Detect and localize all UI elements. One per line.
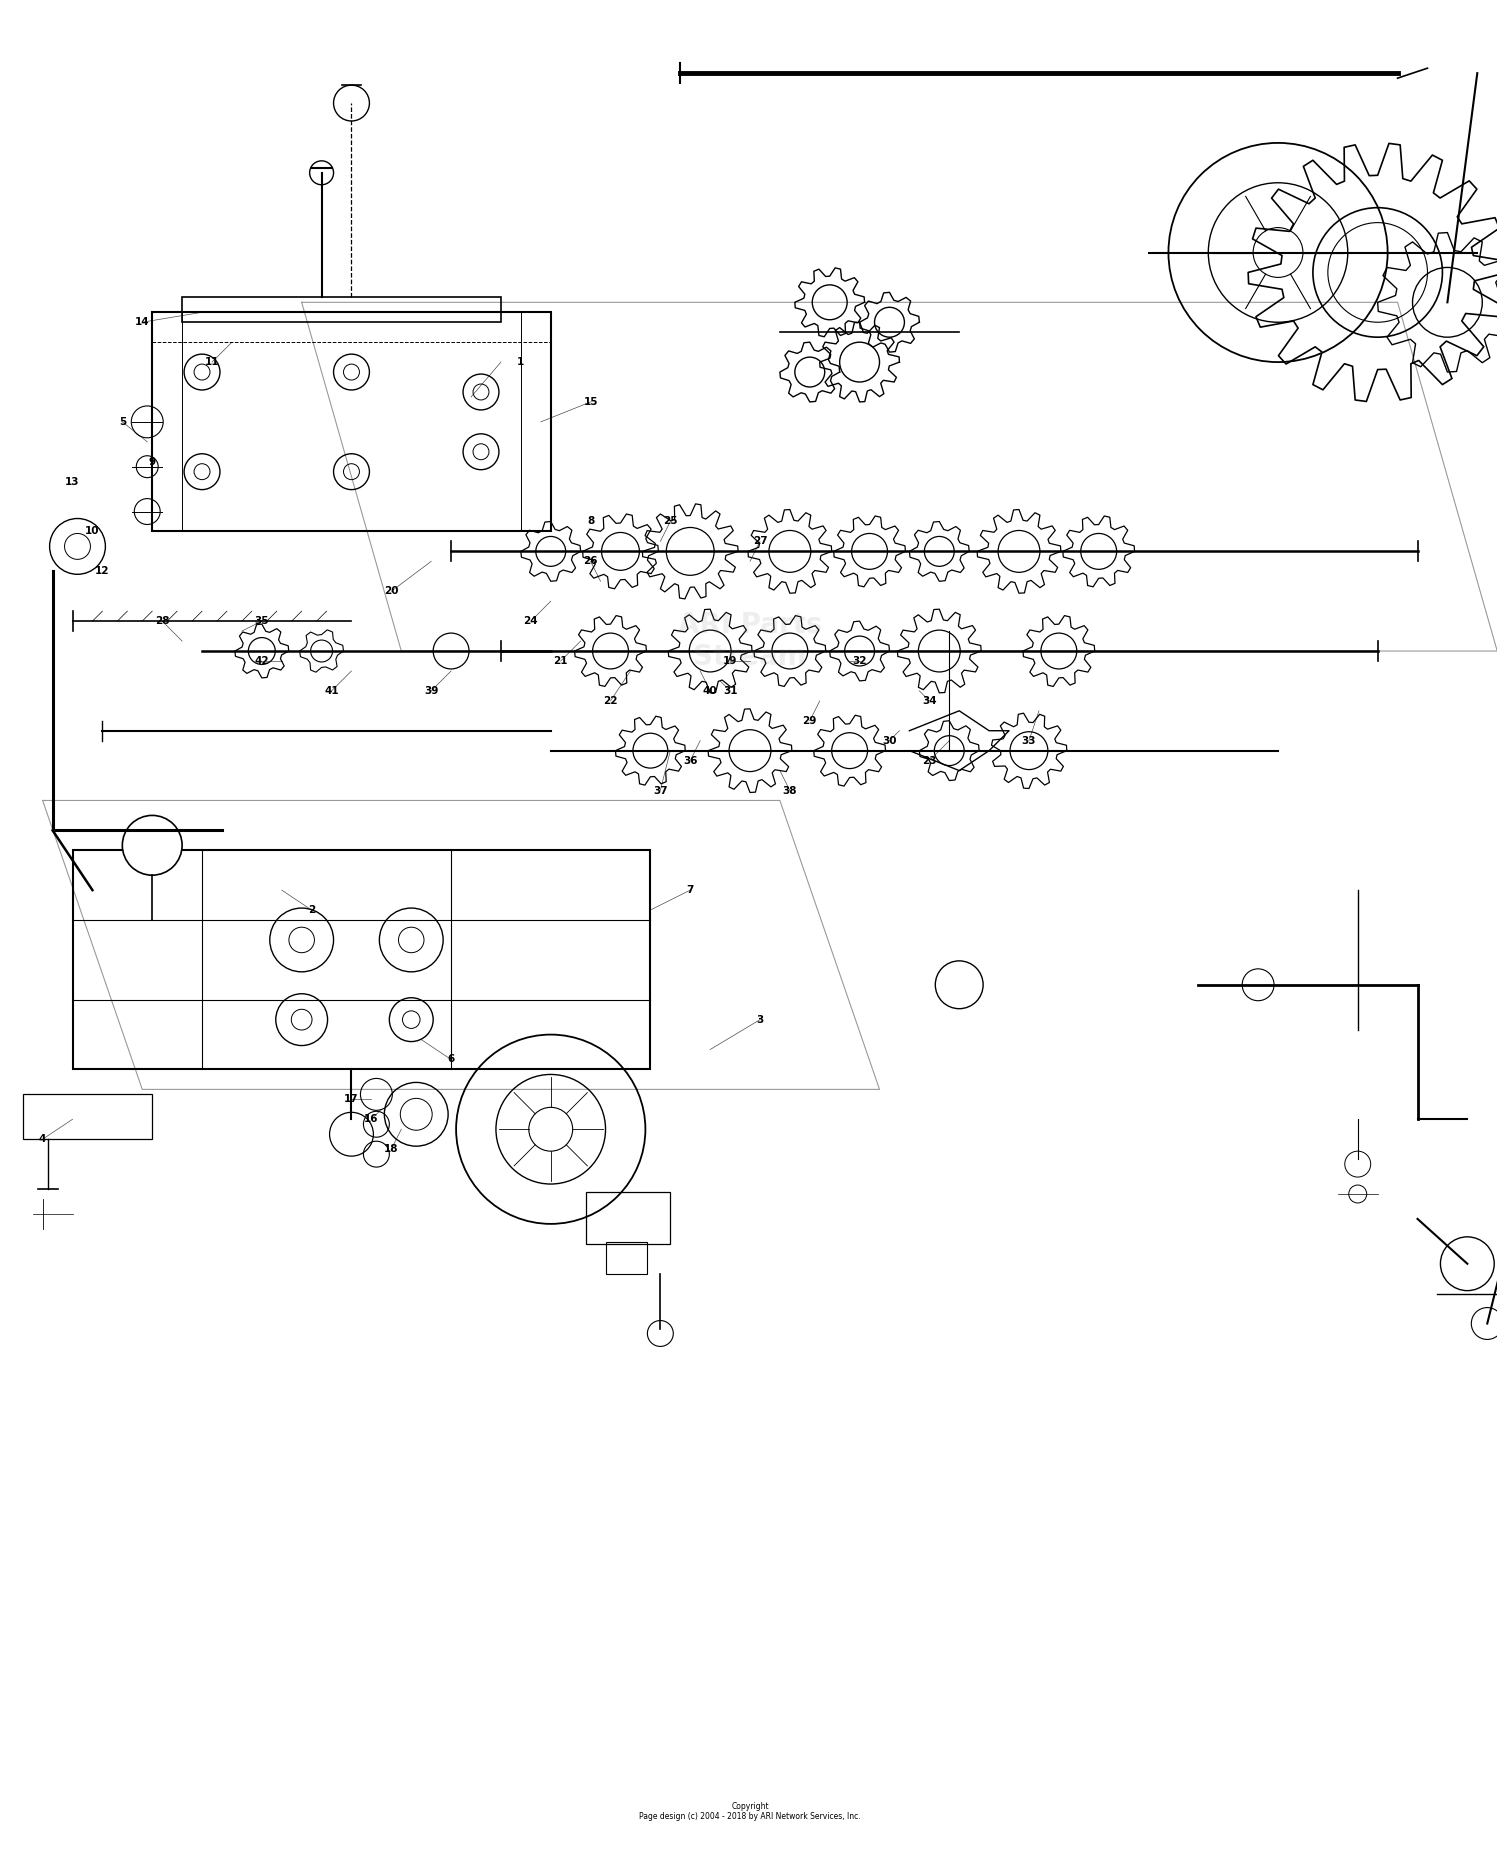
Text: 16: 16 bbox=[364, 1114, 378, 1125]
Text: 5: 5 bbox=[118, 416, 126, 427]
Text: 30: 30 bbox=[882, 736, 897, 746]
Text: 9: 9 bbox=[148, 457, 156, 466]
Text: Copyright
Page design (c) 2004 - 2018 by ARI Network Services, Inc.: Copyright Page design (c) 2004 - 2018 by… bbox=[639, 1802, 861, 1822]
Text: 27: 27 bbox=[753, 536, 768, 546]
Text: 15: 15 bbox=[584, 398, 598, 407]
Text: 3: 3 bbox=[756, 1014, 764, 1025]
Text: 25: 25 bbox=[663, 516, 678, 527]
Text: 4: 4 bbox=[39, 1134, 46, 1143]
Text: 14: 14 bbox=[135, 316, 150, 327]
Bar bbox=[585, 1191, 670, 1243]
Text: 21: 21 bbox=[554, 657, 568, 666]
Text: 32: 32 bbox=[852, 657, 867, 666]
Text: 20: 20 bbox=[384, 586, 399, 596]
Text: 18: 18 bbox=[384, 1143, 399, 1154]
Text: 40: 40 bbox=[704, 686, 717, 696]
Text: 11: 11 bbox=[204, 357, 219, 366]
Bar bbox=[152, 313, 550, 531]
Text: 10: 10 bbox=[86, 527, 99, 536]
Text: 23: 23 bbox=[922, 755, 936, 766]
Text: 29: 29 bbox=[802, 716, 818, 725]
Circle shape bbox=[936, 960, 982, 1008]
Text: 36: 36 bbox=[682, 755, 698, 766]
Text: 37: 37 bbox=[652, 786, 668, 796]
Text: 17: 17 bbox=[344, 1095, 358, 1104]
Text: 41: 41 bbox=[324, 686, 339, 696]
Text: 35: 35 bbox=[255, 616, 268, 625]
Circle shape bbox=[50, 518, 105, 574]
Text: 12: 12 bbox=[94, 566, 110, 577]
Text: 7: 7 bbox=[687, 884, 694, 895]
Bar bbox=[182, 298, 501, 322]
Text: ARI Parts
Stream: ARI Parts Stream bbox=[678, 610, 822, 672]
Circle shape bbox=[123, 816, 182, 875]
Text: 38: 38 bbox=[783, 786, 796, 796]
Text: 31: 31 bbox=[723, 686, 738, 696]
Bar bbox=[606, 1241, 648, 1273]
Text: 26: 26 bbox=[584, 557, 598, 566]
Bar bbox=[72, 851, 651, 1069]
Text: 13: 13 bbox=[66, 477, 80, 487]
Text: 8: 8 bbox=[586, 516, 594, 527]
Text: 1: 1 bbox=[518, 357, 525, 366]
Bar bbox=[22, 1095, 152, 1140]
Text: 6: 6 bbox=[447, 1054, 454, 1064]
Text: 34: 34 bbox=[922, 696, 936, 707]
Text: 28: 28 bbox=[154, 616, 170, 625]
Text: 42: 42 bbox=[255, 657, 268, 666]
Text: 22: 22 bbox=[603, 696, 618, 707]
Text: 19: 19 bbox=[723, 657, 738, 666]
Text: 33: 33 bbox=[1022, 736, 1036, 746]
Text: 39: 39 bbox=[424, 686, 438, 696]
Text: 24: 24 bbox=[524, 616, 538, 625]
Text: 2: 2 bbox=[308, 905, 315, 916]
